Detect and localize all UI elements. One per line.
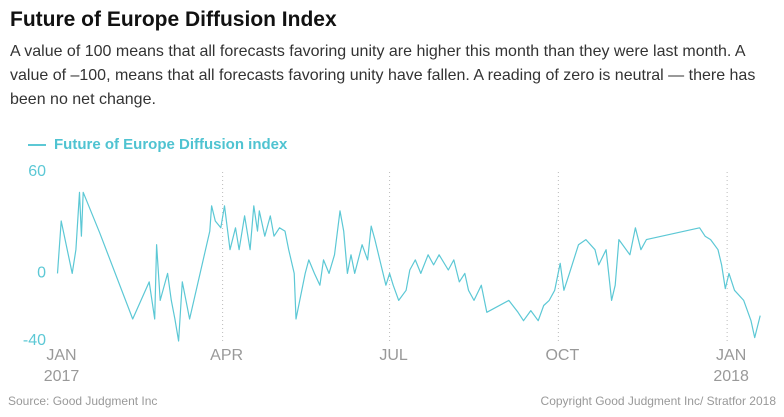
credit: Copyright Good Judgment Inc/ Stratfor 20… <box>541 394 777 408</box>
y-tick-label: 0 <box>37 265 46 282</box>
x-tick-label: JAN <box>46 347 76 364</box>
chart-title: Future of Europe Diffusion Index <box>10 8 337 31</box>
x-tick-label: JUL <box>379 347 408 364</box>
x-tick-year: 2017 <box>44 368 80 385</box>
y-tick-label: -40 <box>23 332 46 349</box>
legend-label: Future of Europe Diffusion index <box>54 136 288 153</box>
x-tick-label: OCT <box>545 347 579 364</box>
chart-subtitle: A value of 100 means that all forecasts … <box>10 43 756 108</box>
x-tick-label: JAN <box>716 347 746 364</box>
x-tick-year: 2018 <box>713 368 749 385</box>
data-line <box>56 191 761 342</box>
x-tick-label: APR <box>210 347 243 364</box>
y-tick-label: 60 <box>28 163 46 180</box>
source: Source: Good Judgment Inc <box>8 394 157 408</box>
